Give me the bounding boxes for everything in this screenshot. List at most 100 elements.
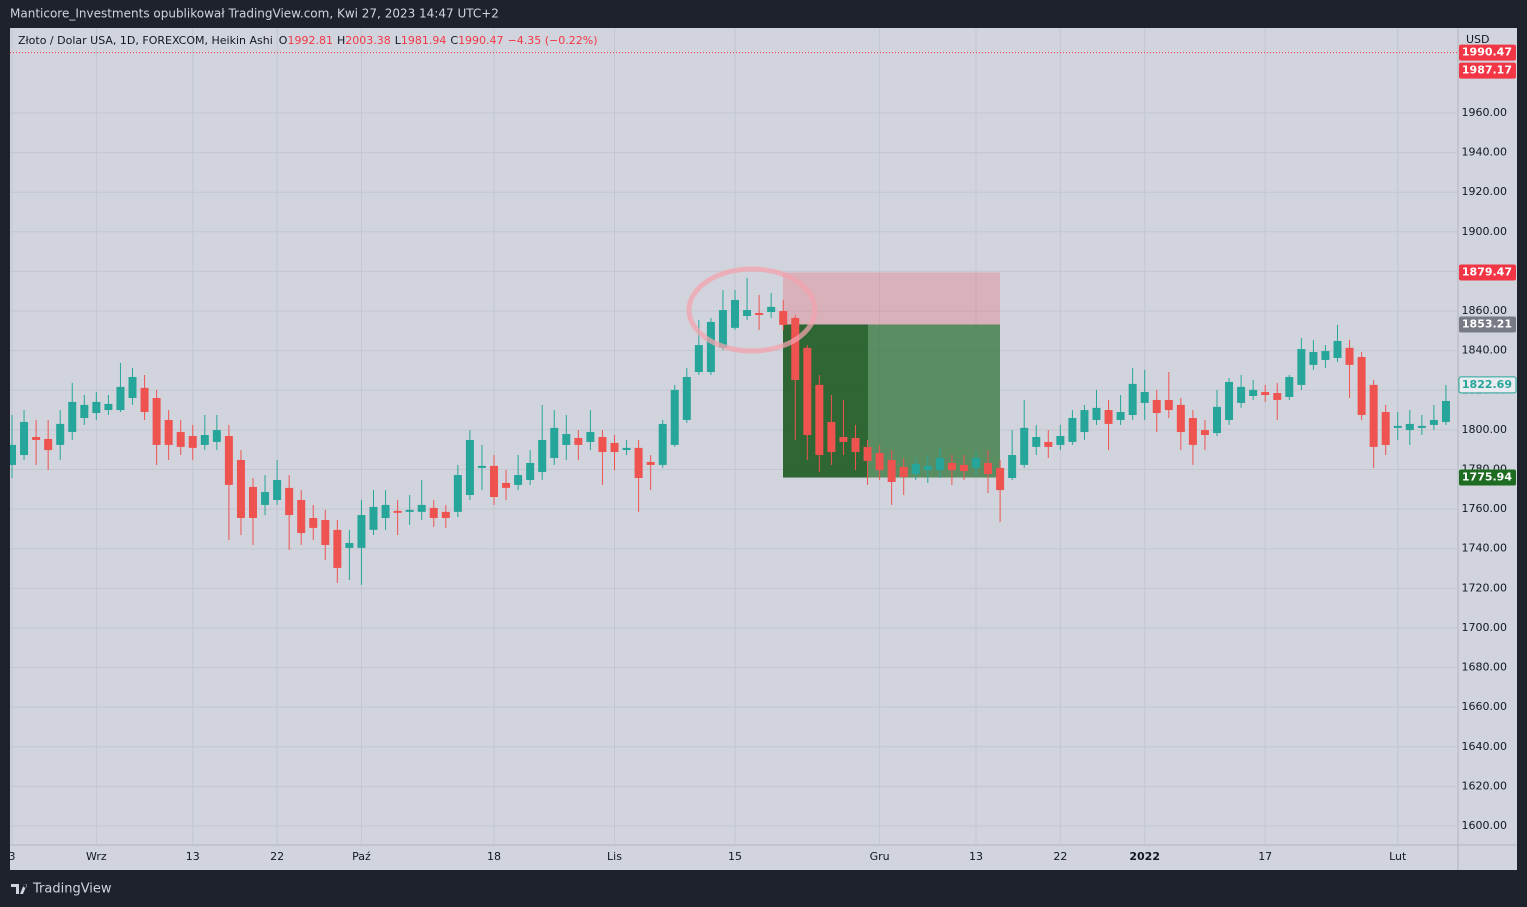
candle-body <box>1008 455 1017 478</box>
candle-body <box>249 486 257 519</box>
candle-body <box>381 504 390 519</box>
candle-body <box>598 436 607 453</box>
plot-area <box>10 52 1458 585</box>
candle-body <box>176 432 185 447</box>
candle-body <box>1417 425 1426 428</box>
x-tick-label: 2022 <box>1129 850 1160 863</box>
candle-body <box>887 459 896 482</box>
candle-body <box>658 423 667 465</box>
candle-body <box>10 444 16 465</box>
candle-body <box>935 457 944 471</box>
candle-body <box>622 447 631 451</box>
candle-body <box>465 439 474 496</box>
stop-label: 1879.47 <box>1462 265 1512 278</box>
entry-label: 1853.21 <box>1462 317 1512 330</box>
candle-body <box>417 504 426 512</box>
candle-body <box>273 479 282 500</box>
candle-body <box>538 439 547 473</box>
price-label: 1990.47 <box>1462 46 1512 59</box>
candle-body <box>212 430 221 442</box>
candle-body <box>996 467 1005 491</box>
candle-body <box>694 345 703 373</box>
y-tick-label: 1960.00 <box>1462 106 1508 119</box>
risk-zone <box>783 272 1000 325</box>
candle-body <box>44 438 53 451</box>
x-tick-label: Wrz <box>86 850 107 863</box>
candle-body <box>164 419 173 445</box>
candle-body <box>200 435 209 445</box>
brand-name: TradingView <box>32 882 112 897</box>
candle-body <box>911 463 920 475</box>
candle-body <box>502 482 511 488</box>
candle-body <box>1405 423 1414 431</box>
candle-body <box>1140 392 1149 403</box>
candle-body <box>526 462 535 480</box>
candle-body <box>863 446 872 461</box>
ohlc-key: C <box>450 34 458 47</box>
candle-body <box>261 492 270 505</box>
x-tick-label: 22 <box>270 850 284 863</box>
y-tick-label: 1720.00 <box>1462 581 1508 594</box>
candle-body <box>682 376 691 420</box>
candle-body <box>224 436 233 485</box>
currency-label: USD <box>1466 33 1490 46</box>
y-tick-label: 1600.00 <box>1462 819 1508 832</box>
circle-annotation <box>686 266 818 354</box>
candle-body <box>767 306 776 313</box>
candle-body <box>718 310 727 348</box>
axes: 1600.00 1620.00 1640.00 1660.00 1680.00 1700.… <box>9 44 1517 863</box>
candle-body <box>899 466 908 478</box>
candle-body <box>610 442 619 453</box>
ohlc-key: H <box>337 34 345 47</box>
x-tick-label: Lut <box>1389 850 1407 863</box>
candle-body <box>514 475 523 485</box>
candle-body <box>453 475 462 512</box>
candle-body <box>405 509 414 512</box>
candle-body <box>490 465 498 498</box>
candle-body <box>1249 389 1258 396</box>
y-tick-label: 1680.00 <box>1462 661 1508 674</box>
y-tick-label: 1620.00 <box>1462 779 1508 792</box>
target-label: 1775.94 <box>1462 471 1512 484</box>
candle-body <box>393 510 402 513</box>
ohlc-key: O <box>279 34 288 47</box>
y-tick-label: 1840.00 <box>1462 344 1508 357</box>
candle-body <box>646 461 655 465</box>
candle-body <box>429 507 438 519</box>
candle-body <box>333 529 342 568</box>
candle-body <box>827 421 836 453</box>
candle-body <box>1309 352 1318 365</box>
candle-body <box>116 386 125 411</box>
y-tick-label: 1800.00 <box>1462 423 1508 436</box>
entry-label-box <box>1459 316 1516 333</box>
candle-body <box>441 511 450 519</box>
candle-body <box>1429 419 1438 425</box>
brand: TradingView <box>11 882 112 897</box>
candle-body <box>586 432 595 442</box>
candle-body <box>731 299 739 328</box>
x-tick-label: 3 <box>9 850 16 863</box>
price-label-box <box>1459 62 1516 79</box>
candle-body <box>706 321 715 373</box>
candle-body <box>743 310 752 316</box>
x-tick-label: 15 <box>728 850 742 863</box>
x-tick-label: Lis <box>607 850 622 863</box>
ohlc-key: L <box>395 34 402 47</box>
candle-body <box>1345 347 1354 365</box>
candle-body <box>92 401 101 414</box>
candle-body <box>1188 417 1197 445</box>
candle-body <box>972 457 980 468</box>
candle-body <box>56 423 65 445</box>
candle-body <box>477 465 486 468</box>
candle-body <box>369 506 378 530</box>
candle-body <box>1321 351 1330 360</box>
legend-line: Złoto / Dolar USA, 1D, FOREXCOM, Heikin … <box>18 34 598 47</box>
candle-body <box>188 436 197 448</box>
candle-body <box>1152 399 1161 414</box>
candle-body <box>321 519 330 545</box>
candle-body <box>309 518 318 528</box>
candle-body <box>297 499 306 534</box>
ohlc-value: 1981.94 <box>401 34 447 47</box>
